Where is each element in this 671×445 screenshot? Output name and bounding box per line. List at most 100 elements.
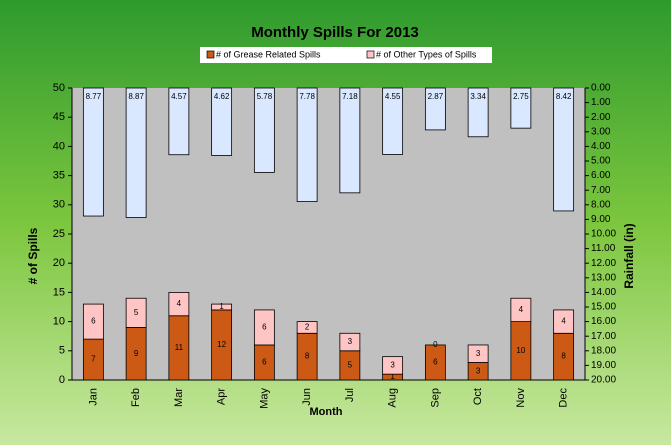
- y2-tick-label: 14.00: [591, 287, 616, 298]
- y-tick-label: 0: [59, 374, 65, 386]
- data-label: 2.75: [513, 92, 529, 101]
- data-label: 4.55: [385, 92, 401, 101]
- data-label: 5: [134, 308, 139, 317]
- data-label: 7: [91, 355, 96, 364]
- y2-tick-label: 11.00: [591, 243, 616, 254]
- legend: [200, 47, 492, 63]
- y-tick-label: 20: [53, 257, 65, 269]
- data-label: 8.42: [556, 92, 572, 101]
- bar-segment: [424, 344, 446, 381]
- data-label: 8.87: [128, 92, 144, 101]
- x-tick-label: Oct: [472, 388, 484, 405]
- data-label: 7.18: [342, 92, 358, 101]
- bar-segment: [553, 309, 575, 334]
- y-tick-label: 50: [53, 82, 65, 94]
- data-label: 5.78: [257, 92, 273, 101]
- y2-tick-label: 6.00: [591, 170, 611, 181]
- rainfall-bar: [168, 87, 190, 156]
- y2-tick-label: 20.00: [591, 375, 616, 386]
- legend-label: # of Grease Related Spills: [216, 49, 321, 59]
- data-label: 0: [433, 340, 438, 349]
- y2-tick-label: 15.00: [591, 302, 616, 313]
- y2-axis-label: Rainfall (in): [622, 223, 636, 288]
- data-label: 2.87: [428, 92, 444, 101]
- data-label: 3: [348, 337, 353, 346]
- data-label: 8.77: [86, 92, 102, 101]
- data-label: 3: [390, 361, 395, 370]
- rainfall-bar: [125, 87, 147, 218]
- data-label: 6: [91, 317, 96, 326]
- bar-segment: [296, 321, 318, 334]
- y-tick-label: 45: [53, 111, 65, 123]
- data-label: 6: [262, 323, 267, 332]
- y-tick-label: 15: [53, 286, 65, 298]
- bar-segment: [125, 297, 147, 328]
- data-label: 12: [217, 340, 226, 349]
- data-label: 4.62: [214, 92, 230, 101]
- x-tick-label: Feb: [130, 388, 142, 407]
- x-tick-label: Jan: [87, 388, 99, 406]
- rainfall-bar: [296, 87, 318, 202]
- y-tick-label: 40: [53, 140, 65, 152]
- y2-tick-label: 19.00: [591, 360, 616, 371]
- bar-segment: [510, 297, 532, 322]
- y2-tick-label: 3.00: [591, 126, 611, 137]
- legend-swatch: [206, 50, 215, 59]
- y-tick-label: 10: [53, 316, 65, 328]
- chart-title: Monthly Spills For 2013: [251, 24, 419, 41]
- legend-swatch: [366, 50, 375, 59]
- rainfall-bar: [510, 87, 532, 129]
- y2-tick-label: 10.00: [591, 229, 616, 240]
- data-label: 4: [519, 305, 524, 314]
- bar-segment: [168, 291, 190, 317]
- data-label: 3: [476, 349, 481, 358]
- rainfall-bar: [211, 87, 233, 156]
- x-tick-label: Jun: [301, 388, 313, 406]
- rainfall-bar: [82, 87, 104, 217]
- data-label: 8: [561, 352, 566, 361]
- x-tick-label: Dec: [558, 388, 570, 408]
- y2-tick-label: 7.00: [591, 185, 611, 196]
- x-tick-label: Apr: [216, 388, 228, 405]
- y2-tick-label: 1.00: [591, 97, 611, 108]
- x-tick-label: May: [258, 388, 270, 409]
- x-tick-label: Aug: [387, 388, 399, 408]
- bar-segment: [467, 344, 489, 363]
- rainfall-bar: [424, 87, 446, 131]
- rainfall-bar: [467, 87, 489, 138]
- y-tick-label: 30: [53, 199, 65, 211]
- x-tick-label: Jul: [344, 388, 356, 402]
- data-label: 8: [305, 352, 310, 361]
- y2-tick-label: 4.00: [591, 141, 611, 152]
- x-axis-label: Month: [310, 406, 343, 418]
- data-label: 3: [476, 366, 481, 375]
- bar-segment: [382, 356, 404, 375]
- y2-tick-label: 9.00: [591, 214, 611, 225]
- bar-segment: [211, 303, 233, 311]
- legend-label: # of Other Types of Spills: [376, 49, 477, 59]
- plot-area: [72, 88, 585, 380]
- rainfall-bar: [382, 87, 404, 155]
- data-label: 2: [305, 323, 310, 332]
- data-label: 1: [219, 302, 224, 311]
- y2-tick-label: 18.00: [591, 345, 616, 356]
- y2-tick-label: 16.00: [591, 316, 616, 327]
- y2-tick-label: 13.00: [591, 272, 616, 283]
- x-tick-label: Nov: [515, 388, 527, 408]
- y2-tick-label: 8.00: [591, 199, 611, 210]
- y-tick-label: 25: [53, 228, 65, 240]
- x-tick-label: Sep: [429, 388, 441, 408]
- data-label: 9: [134, 349, 139, 358]
- rainfall-bar: [339, 87, 361, 194]
- rainfall-bar: [253, 87, 275, 173]
- data-label: 4.57: [171, 92, 187, 101]
- bar-segment: [339, 332, 361, 352]
- bar-segment: [253, 309, 275, 346]
- data-label: 1: [390, 372, 395, 381]
- data-label: 4: [561, 317, 566, 326]
- data-label: 3.34: [470, 92, 486, 101]
- y2-tick-label: 0.00: [591, 83, 611, 94]
- data-label: 5: [348, 361, 353, 370]
- data-label: 4: [177, 299, 182, 308]
